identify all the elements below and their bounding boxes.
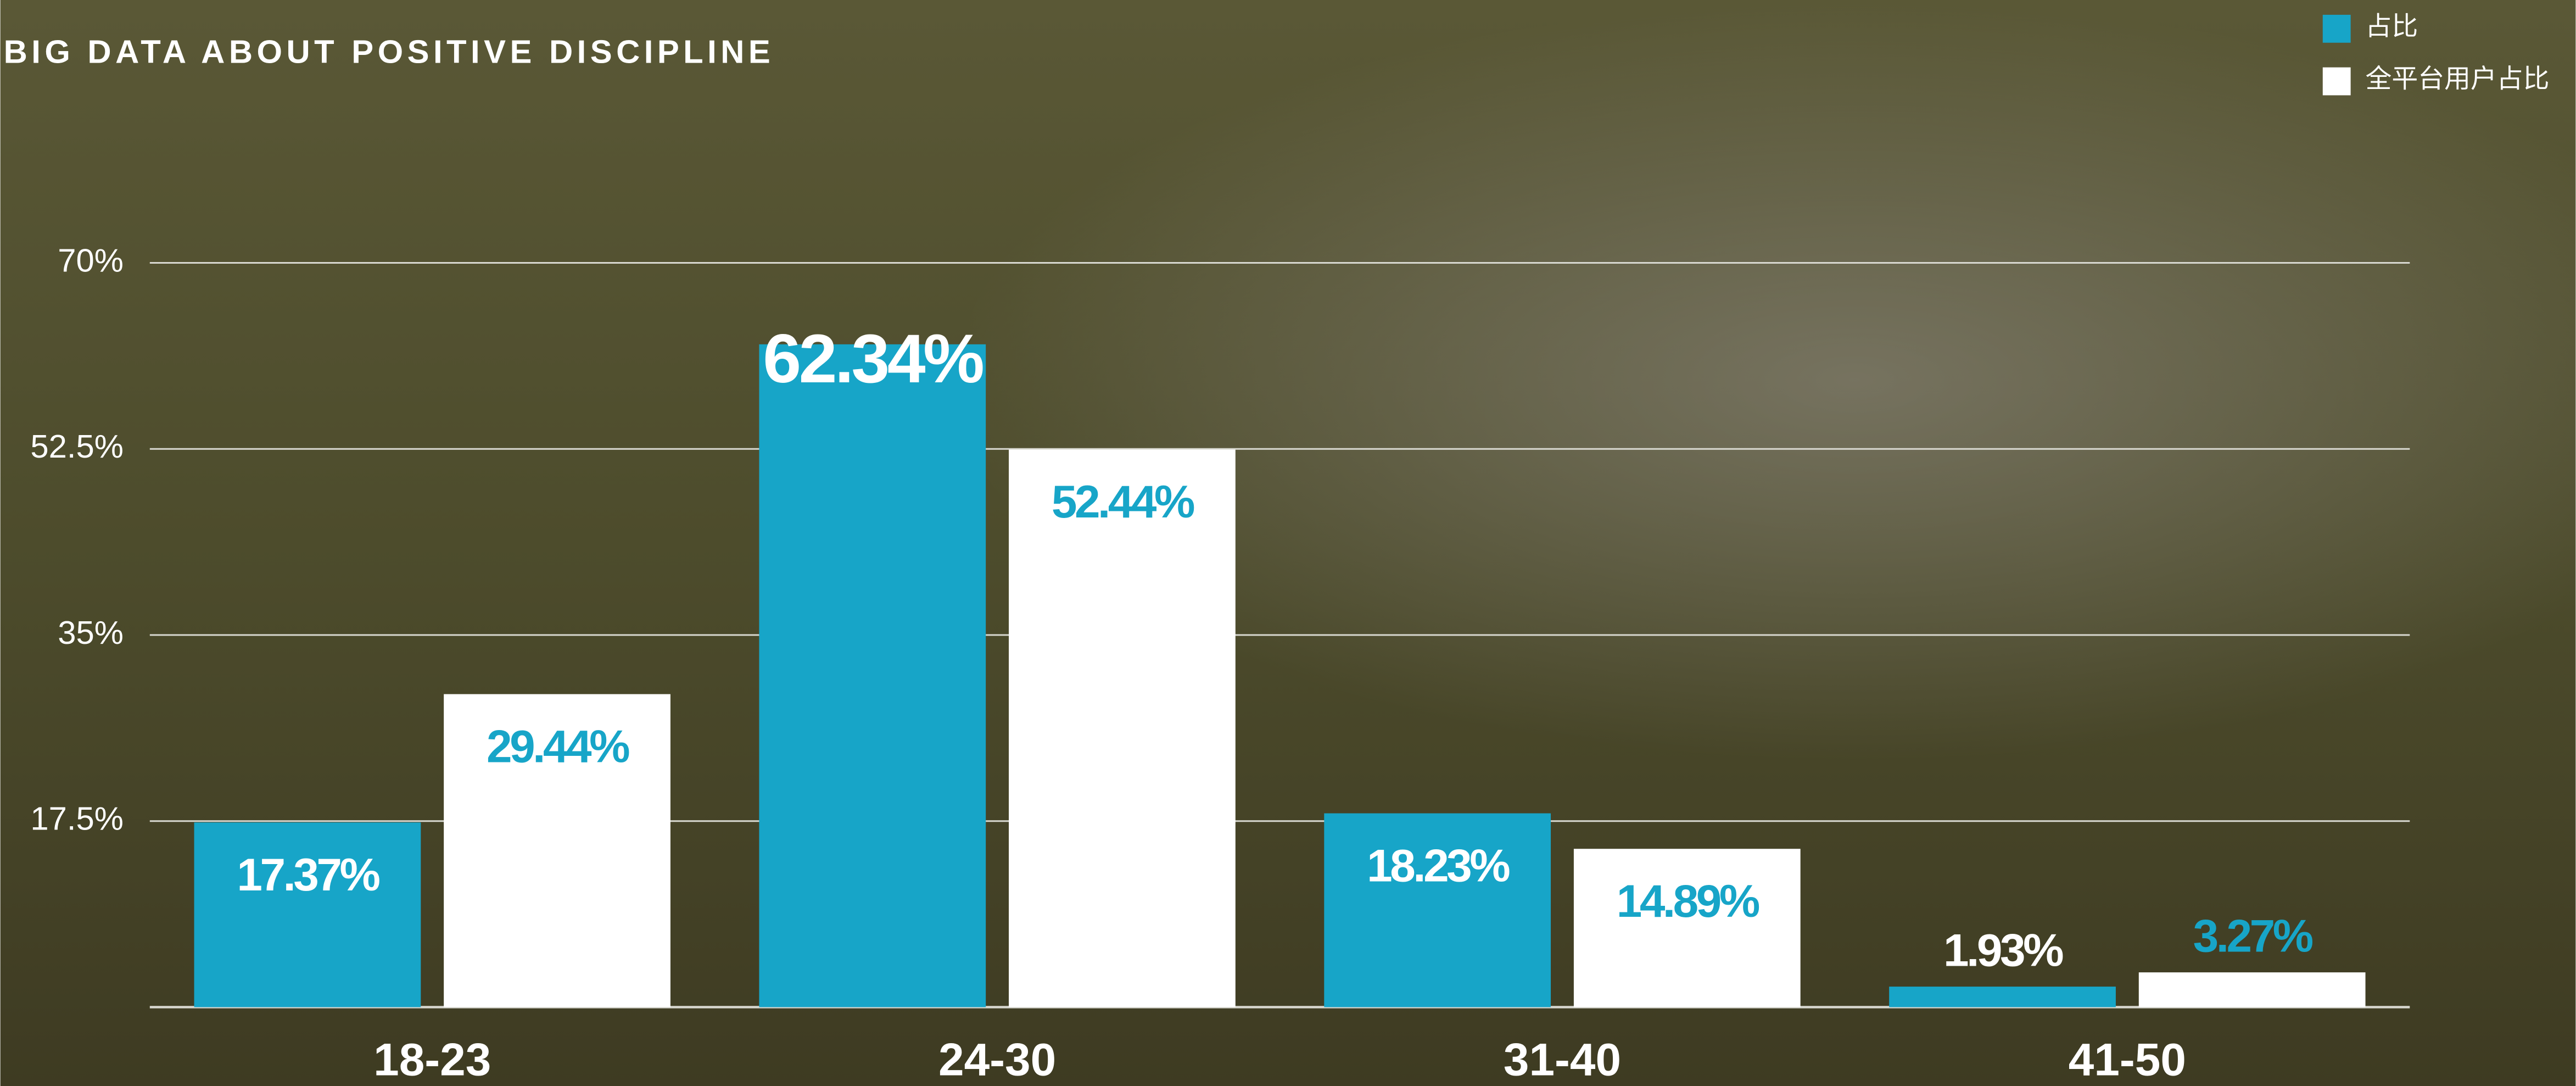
x-tick-label: 41-50: [2069, 1033, 2186, 1085]
y-tick-label: 17.5%: [30, 800, 124, 837]
x-tick-label: 18-23: [373, 1033, 491, 1085]
value-label: 3.27%: [2193, 910, 2313, 961]
chart: BIG DATA ABOUT POSITIVE DISCIPLINE 17.5%…: [0, 0, 2576, 1086]
value-label: 52.44%: [1052, 476, 1194, 527]
value-label: 29.44%: [487, 720, 629, 772]
bar: [759, 344, 986, 1007]
x-tick-label: 24-30: [938, 1033, 1056, 1085]
y-tick-label: 52.5%: [30, 428, 124, 465]
value-label: 18.23%: [1367, 839, 1510, 891]
page: BIG DATA ABOUT POSITIVE DISCIPLINE 17.5%…: [0, 0, 2576, 1086]
legend-label: 占比: [2366, 12, 2418, 42]
value-label: 17.37%: [237, 849, 379, 900]
chart-title: BIG DATA ABOUT POSITIVE DISCIPLINE: [4, 33, 775, 70]
legend-swatch: [2323, 68, 2351, 96]
bar: [1009, 449, 1236, 1007]
bar: [1574, 849, 1801, 1007]
value-label: 62.34%: [763, 320, 983, 397]
y-tick-label: 70%: [58, 242, 124, 279]
y-tick-label: 35%: [58, 614, 124, 651]
bar: [1889, 987, 2116, 1007]
bar: [2139, 972, 2366, 1007]
x-tick-label: 31-40: [1504, 1033, 1621, 1085]
value-label: 1.93%: [1943, 924, 2063, 976]
legend-swatch: [2323, 15, 2351, 43]
legend-label: 全平台用户占比: [2366, 64, 2550, 94]
value-label: 14.89%: [1617, 875, 1759, 927]
